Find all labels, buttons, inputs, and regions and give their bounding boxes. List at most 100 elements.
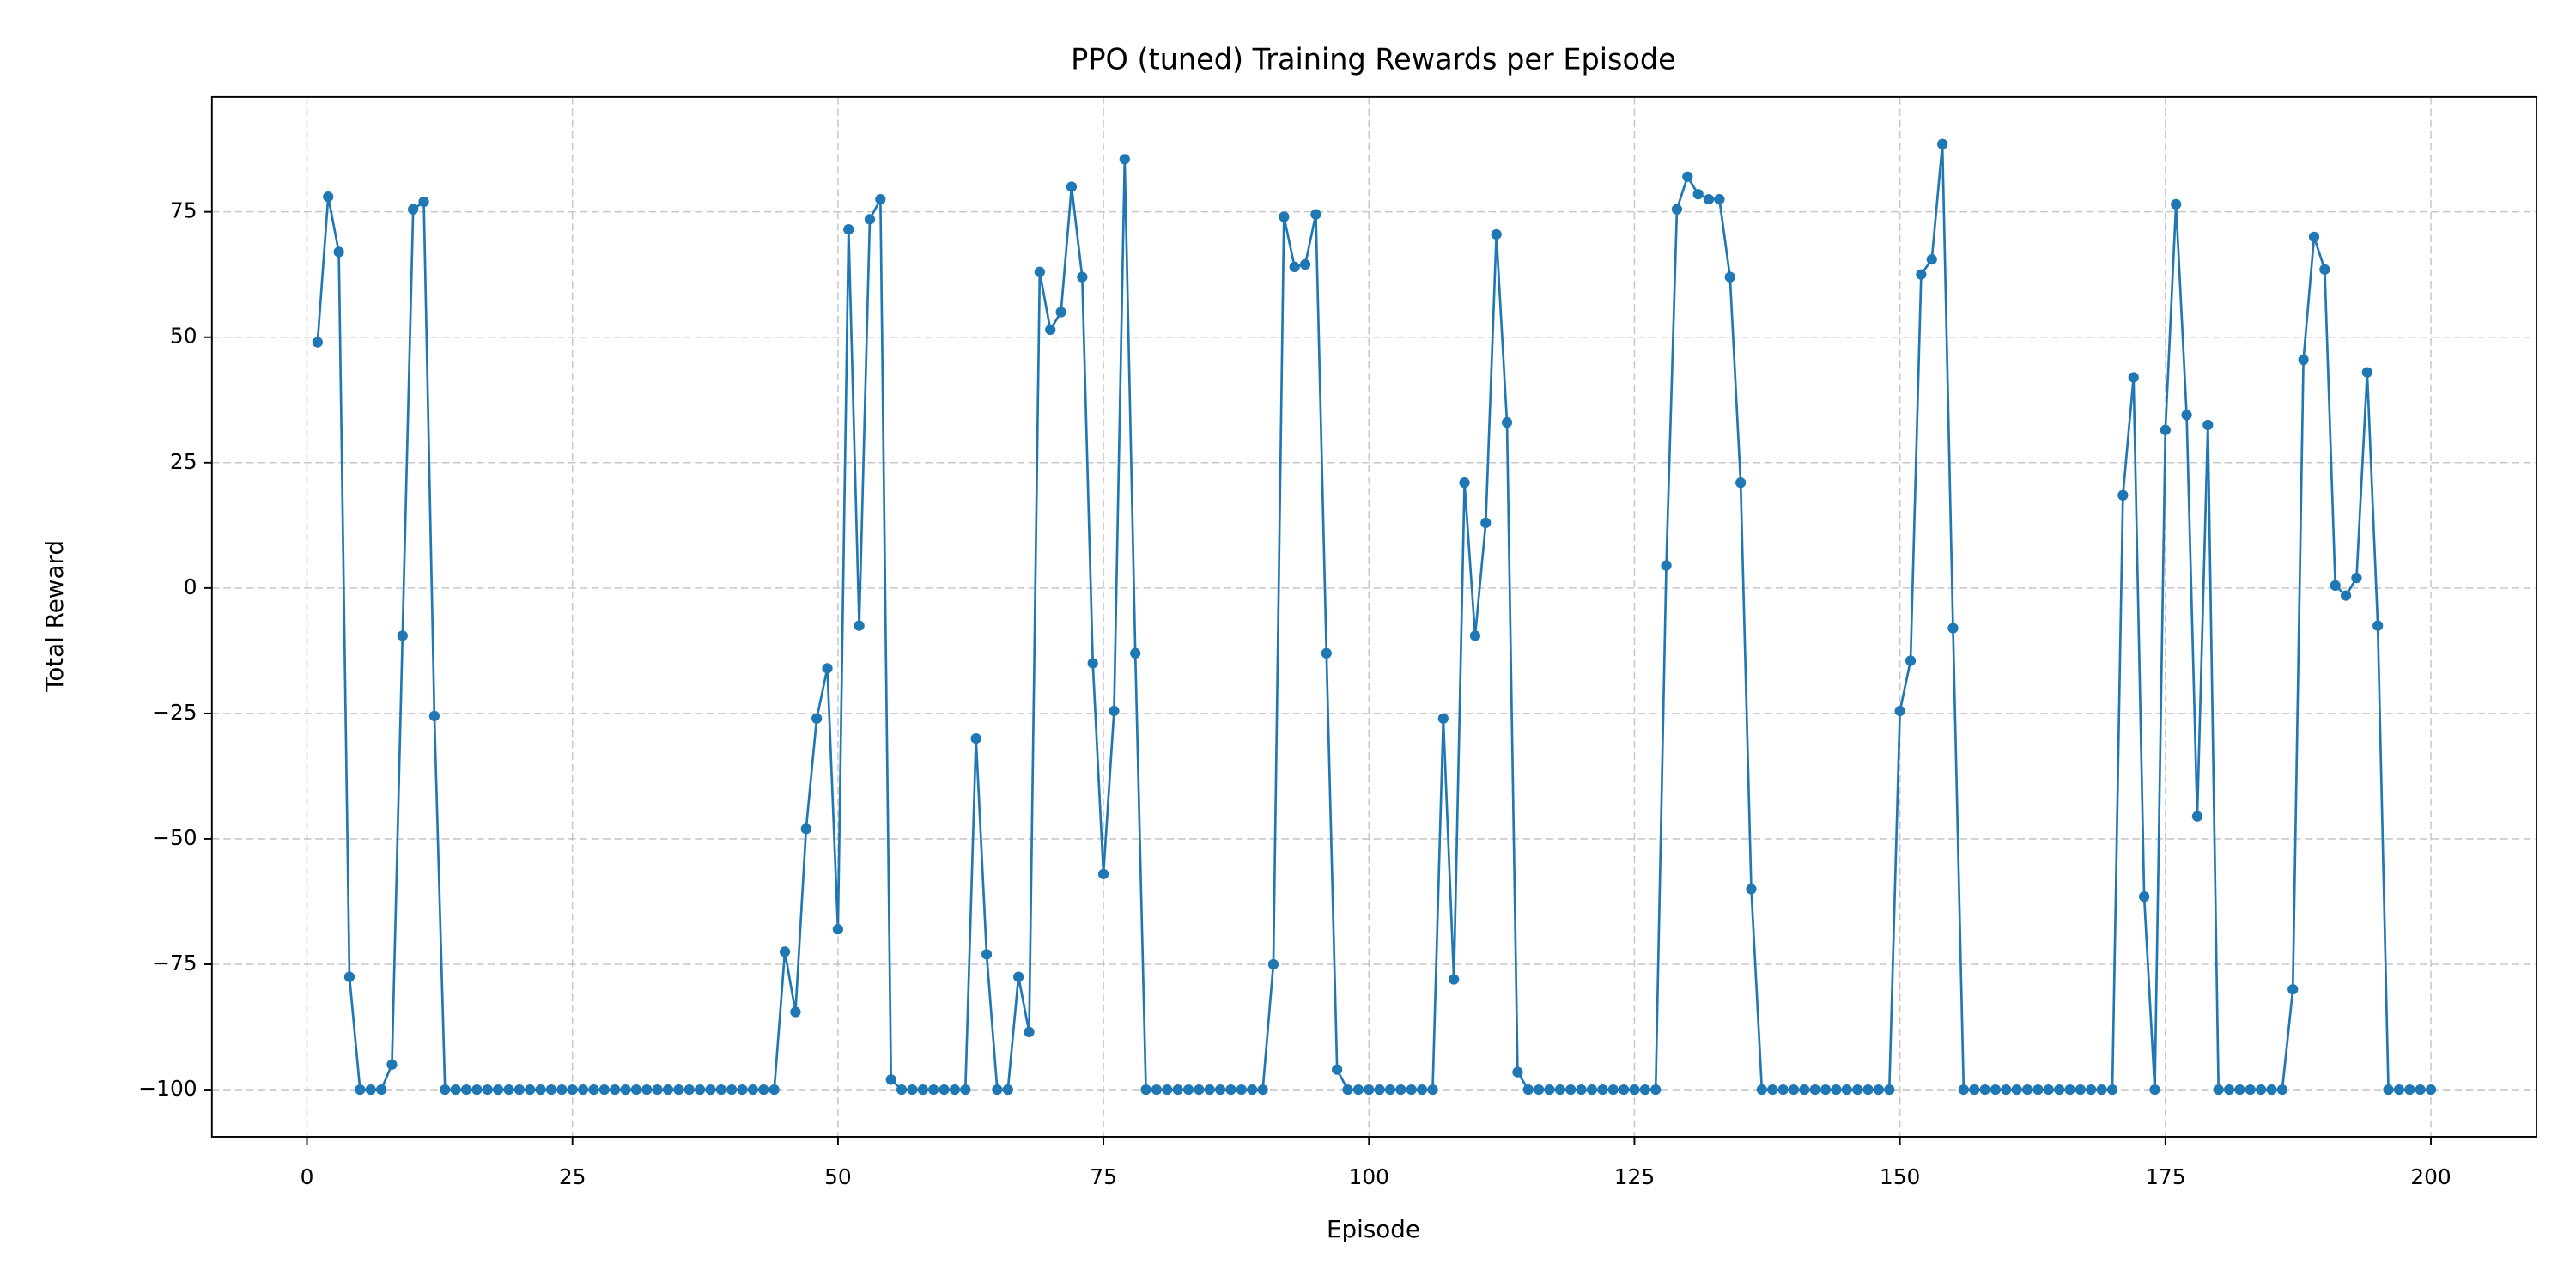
data-point xyxy=(1247,1084,1258,1096)
data-point xyxy=(610,1084,621,1096)
data-point xyxy=(2266,1084,2277,1096)
data-point xyxy=(2171,198,2182,210)
data-point xyxy=(1352,1084,1364,1096)
data-point xyxy=(1671,204,1683,215)
data-point xyxy=(1767,1084,1778,1096)
data-point xyxy=(673,1084,684,1096)
data-point xyxy=(577,1084,589,1096)
data-point xyxy=(1746,884,1757,895)
y-tick-label: −50 xyxy=(152,825,197,850)
data-point xyxy=(1586,1084,1598,1096)
data-point xyxy=(1936,138,1948,149)
y-tick-label: −100 xyxy=(138,1076,197,1101)
data-point xyxy=(694,1084,706,1096)
data-point xyxy=(2117,489,2129,501)
data-point xyxy=(1119,154,1130,165)
data-point xyxy=(355,1084,366,1096)
data-point xyxy=(482,1084,493,1096)
x-tick-label: 125 xyxy=(1614,1164,1655,1189)
data-point xyxy=(492,1084,504,1096)
data-point xyxy=(2043,1084,2054,1096)
data-point xyxy=(960,1084,971,1096)
data-point xyxy=(2181,410,2192,421)
data-point xyxy=(333,246,344,258)
data-point xyxy=(737,1084,748,1096)
data-point xyxy=(2075,1084,2087,1096)
data-point xyxy=(864,214,876,225)
data-point xyxy=(2361,367,2372,378)
data-point xyxy=(1607,1084,1619,1096)
chart-title: PPO (tuned) Training Rewards per Episode xyxy=(1071,42,1676,76)
data-point xyxy=(2383,1084,2394,1096)
data-point xyxy=(343,971,355,982)
data-point xyxy=(854,620,865,631)
data-point xyxy=(620,1084,631,1096)
y-axis-label: Total Reward xyxy=(40,540,69,693)
data-line xyxy=(316,143,2432,1091)
data-point xyxy=(1395,1084,1406,1096)
data-point xyxy=(2415,1084,2426,1096)
data-point xyxy=(1384,1084,1396,1096)
data-point xyxy=(525,1084,536,1096)
y-tick-label: 25 xyxy=(170,449,197,474)
data-point xyxy=(1522,1084,1534,1096)
data-point xyxy=(1055,307,1066,318)
data-point xyxy=(1130,647,1141,659)
data-point xyxy=(1225,1084,1236,1096)
data-point xyxy=(726,1084,738,1096)
data-point xyxy=(1267,958,1279,970)
data-point xyxy=(2011,1084,2022,1096)
data-point xyxy=(1077,271,1088,283)
data-point xyxy=(1703,193,1715,205)
data-point xyxy=(1661,560,1672,571)
data-point xyxy=(832,923,844,935)
data-point xyxy=(1279,211,1290,222)
data-point xyxy=(779,946,791,957)
data-point xyxy=(397,630,408,641)
x-tick-label: 25 xyxy=(559,1164,586,1189)
data-point xyxy=(2106,1084,2118,1096)
data-point xyxy=(1831,1084,1842,1096)
data-point xyxy=(1969,1084,1980,1096)
data-point xyxy=(1469,630,1481,641)
data-point xyxy=(323,191,334,203)
data-point xyxy=(1162,1084,1173,1096)
data-point xyxy=(1045,324,1056,336)
data-point xyxy=(2298,354,2309,366)
plot-area xyxy=(312,138,2437,1096)
data-point xyxy=(1416,1084,1428,1096)
data-point xyxy=(970,732,981,744)
data-point xyxy=(2340,590,2352,601)
data-point xyxy=(386,1059,398,1070)
data-point xyxy=(2096,1084,2107,1096)
data-point xyxy=(2308,231,2320,243)
data-point xyxy=(2319,264,2330,275)
data-point xyxy=(1788,1084,1800,1096)
data-point xyxy=(460,1084,472,1096)
data-point xyxy=(1194,1084,1205,1096)
data-point xyxy=(2149,1084,2160,1096)
data-point xyxy=(2128,372,2139,383)
data-point xyxy=(981,949,993,960)
data-point xyxy=(1013,971,1024,982)
y-tick-label: 50 xyxy=(170,324,197,349)
data-point xyxy=(662,1084,674,1096)
data-point xyxy=(418,196,429,208)
data-point xyxy=(1449,974,1460,985)
data-point xyxy=(928,1084,939,1096)
data-point xyxy=(1756,1084,1767,1096)
data-point xyxy=(1534,1084,1545,1096)
data-point xyxy=(588,1084,599,1096)
x-axis-label: Episode xyxy=(1327,1215,1420,1243)
data-point xyxy=(1257,1084,1268,1096)
data-point xyxy=(1034,266,1045,277)
data-point xyxy=(2425,1084,2437,1096)
data-point xyxy=(1321,647,1332,659)
data-point xyxy=(2021,1084,2033,1096)
data-point xyxy=(1894,705,1905,717)
data-point xyxy=(1799,1084,1810,1096)
data-point xyxy=(2138,891,2150,902)
data-point xyxy=(440,1084,451,1096)
